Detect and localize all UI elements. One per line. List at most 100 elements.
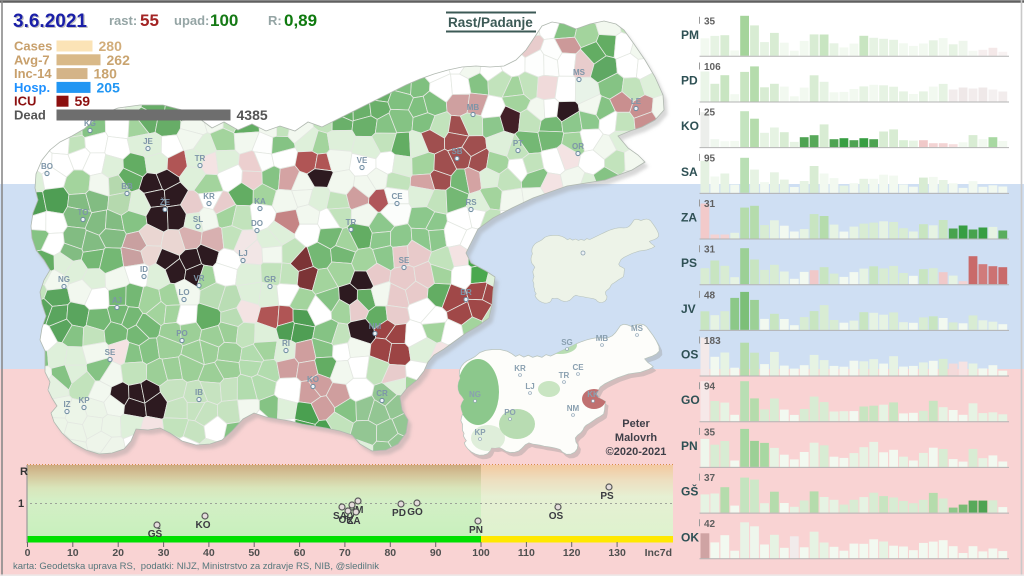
svg-text:48: 48 xyxy=(704,290,716,301)
svg-text:KP: KP xyxy=(78,396,90,405)
svg-text:3.6.2021: 3.6.2021 xyxy=(13,11,87,32)
svg-text:SE: SE xyxy=(399,256,410,265)
svg-text:BO: BO xyxy=(41,162,53,171)
svg-text:Hosp.: Hosp. xyxy=(14,80,50,95)
svg-text:95: 95 xyxy=(704,153,716,164)
svg-text:NM: NM xyxy=(369,322,382,331)
svg-text:MB: MB xyxy=(596,334,609,343)
svg-text:Malovrh: Malovrh xyxy=(615,432,657,444)
svg-text:OS: OS xyxy=(681,348,698,362)
svg-text:ZA: ZA xyxy=(347,516,360,527)
svg-text:Dead: Dead xyxy=(14,108,46,123)
svg-text:LE: LE xyxy=(631,97,642,106)
svg-text:GŠ: GŠ xyxy=(681,484,698,499)
svg-text:SL: SL xyxy=(193,215,203,224)
svg-text:40: 40 xyxy=(203,547,215,559)
svg-text:180: 180 xyxy=(94,66,118,82)
svg-text:PM: PM xyxy=(681,28,699,42)
svg-text:80: 80 xyxy=(384,547,396,559)
svg-text:Avg-7: Avg-7 xyxy=(14,52,50,67)
svg-text:KO: KO xyxy=(307,375,319,384)
svg-text:262: 262 xyxy=(107,52,131,68)
svg-text:GO: GO xyxy=(407,507,423,518)
svg-text:100: 100 xyxy=(472,547,490,559)
svg-text:OK: OK xyxy=(681,530,699,544)
svg-text:120: 120 xyxy=(563,547,581,559)
svg-text:OK: OK xyxy=(339,515,355,526)
svg-text:CE: CE xyxy=(391,192,403,201)
svg-text:106: 106 xyxy=(704,62,721,73)
svg-text:280: 280 xyxy=(99,38,123,54)
svg-text:30: 30 xyxy=(158,547,170,559)
svg-text:LO: LO xyxy=(178,288,189,297)
svg-text:DO: DO xyxy=(251,219,263,228)
svg-text:PD: PD xyxy=(392,508,406,519)
svg-text:55: 55 xyxy=(140,11,159,30)
svg-text:130: 130 xyxy=(608,547,626,559)
svg-text:karta: Geodetska uprava RS, p: karta: Geodetska uprava RS, podatki: NIJ… xyxy=(13,561,379,572)
svg-text:CE: CE xyxy=(572,363,584,372)
svg-text:PN: PN xyxy=(469,525,483,536)
svg-text:ZA: ZA xyxy=(681,211,697,225)
svg-text:TR: TR xyxy=(346,218,357,227)
svg-text:ID: ID xyxy=(140,265,148,274)
svg-text:KA: KA xyxy=(254,197,266,206)
svg-text:SA: SA xyxy=(681,165,698,179)
svg-text:NG: NG xyxy=(58,275,70,284)
svg-text:ŽE: ŽE xyxy=(160,198,171,207)
svg-text:ICU: ICU xyxy=(14,94,36,109)
svg-text:BB: BB xyxy=(121,182,133,191)
svg-text:IZ: IZ xyxy=(63,400,70,409)
svg-text:SB: SB xyxy=(451,147,462,156)
svg-text:NG: NG xyxy=(469,390,481,399)
svg-text:35: 35 xyxy=(704,16,716,27)
svg-text:42: 42 xyxy=(704,519,716,530)
svg-text:0: 0 xyxy=(25,547,31,559)
svg-text:GO: GO xyxy=(681,393,700,407)
svg-text:KK: KK xyxy=(587,390,599,399)
svg-text:RS: RS xyxy=(465,198,477,207)
svg-text:59: 59 xyxy=(75,93,91,109)
svg-text:50: 50 xyxy=(248,547,260,559)
svg-text:rast:: rast: xyxy=(109,13,137,28)
svg-text:PN: PN xyxy=(681,439,698,453)
svg-text:MS: MS xyxy=(631,324,644,333)
svg-text:VR: VR xyxy=(193,274,204,283)
svg-text:©2020-2021: ©2020-2021 xyxy=(606,446,667,458)
svg-text:upad:: upad: xyxy=(174,13,209,28)
svg-text:SA: SA xyxy=(333,511,347,522)
svg-text:10: 10 xyxy=(67,547,79,559)
svg-text:PO: PO xyxy=(504,408,516,417)
svg-text:VE: VE xyxy=(357,156,368,165)
svg-text:Inc-14: Inc-14 xyxy=(14,66,52,81)
svg-text:35: 35 xyxy=(704,427,716,438)
svg-text:205: 205 xyxy=(97,79,121,95)
svg-text:IB: IB xyxy=(195,388,203,397)
svg-text:183: 183 xyxy=(704,336,721,347)
svg-text:4385: 4385 xyxy=(237,107,268,123)
svg-text:90: 90 xyxy=(430,547,442,559)
svg-text:R:: R: xyxy=(268,13,282,28)
svg-text:KP: KP xyxy=(474,428,486,437)
svg-text:94: 94 xyxy=(704,382,716,393)
svg-text:31: 31 xyxy=(704,199,716,210)
svg-text:TR: TR xyxy=(559,371,570,380)
svg-text:R: R xyxy=(20,466,28,478)
svg-text:MB: MB xyxy=(467,103,480,112)
svg-text:PS: PS xyxy=(681,256,697,270)
svg-text:KO: KO xyxy=(681,119,699,133)
svg-text:KG: KG xyxy=(84,119,96,128)
svg-text:70: 70 xyxy=(339,547,351,559)
svg-text:110: 110 xyxy=(518,547,535,559)
svg-text:31: 31 xyxy=(704,245,716,256)
svg-text:TO: TO xyxy=(78,208,89,217)
svg-text:1: 1 xyxy=(18,498,24,510)
svg-text:CR: CR xyxy=(376,389,388,398)
svg-text:100: 100 xyxy=(210,11,238,30)
svg-text:PO: PO xyxy=(176,329,188,338)
svg-text:SG: SG xyxy=(561,338,573,347)
svg-text:JV: JV xyxy=(681,302,696,316)
svg-text:JV: JV xyxy=(344,509,357,520)
svg-text:JE: JE xyxy=(143,137,153,146)
svg-text:NM: NM xyxy=(567,404,580,413)
